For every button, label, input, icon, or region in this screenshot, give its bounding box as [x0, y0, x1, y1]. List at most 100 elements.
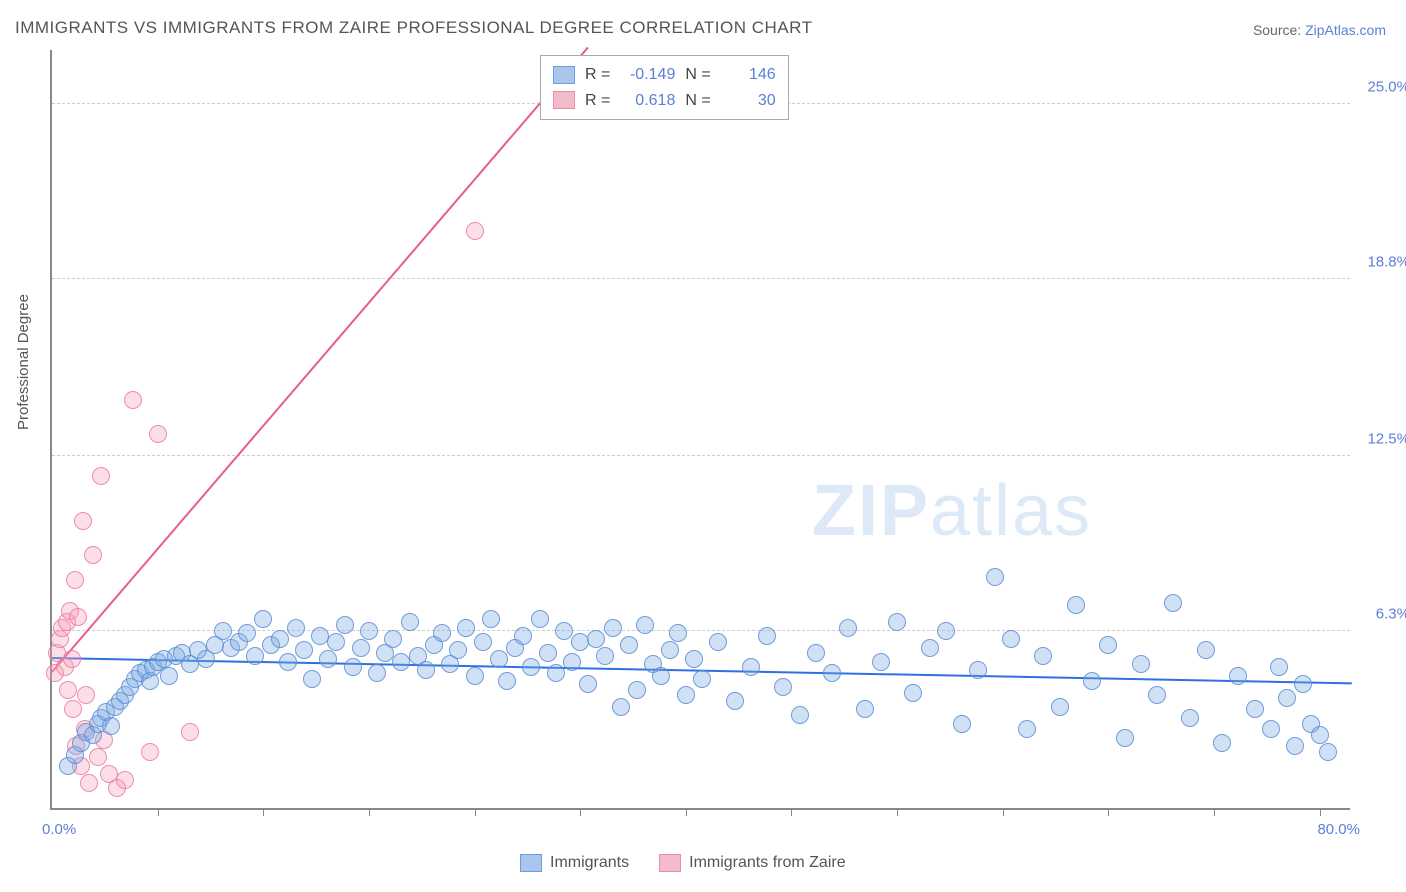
data-point [246, 647, 264, 665]
data-point [1164, 594, 1182, 612]
data-point [953, 715, 971, 733]
data-point [238, 624, 256, 642]
data-point [287, 619, 305, 637]
data-point [59, 681, 77, 699]
gridline [52, 278, 1350, 279]
data-point [539, 644, 557, 662]
data-point [823, 664, 841, 682]
data-point [636, 616, 654, 634]
data-point [620, 636, 638, 654]
trend-line [51, 46, 589, 672]
data-point [181, 723, 199, 741]
data-point [295, 641, 313, 659]
data-point [214, 622, 232, 640]
data-point [141, 743, 159, 761]
legend-label-pink: Immigrants from Zaire [689, 854, 845, 872]
data-point [303, 670, 321, 688]
data-point [116, 771, 134, 789]
data-point [64, 700, 82, 718]
data-point [904, 684, 922, 702]
data-point [571, 633, 589, 651]
data-point [84, 546, 102, 564]
swatch-blue [520, 854, 542, 872]
data-point [149, 425, 167, 443]
data-point [986, 568, 1004, 586]
data-point [1051, 698, 1069, 716]
data-point [80, 774, 98, 792]
y-tick-label: 25.0% [1367, 79, 1406, 96]
data-point [336, 616, 354, 634]
data-point [677, 686, 695, 704]
data-point [401, 613, 419, 631]
data-point [1294, 675, 1312, 693]
x-minor-tick [686, 808, 687, 816]
watermark: ZIPatlas [812, 470, 1092, 552]
data-point [417, 661, 435, 679]
data-point [319, 650, 337, 668]
data-point [92, 467, 110, 485]
data-point [652, 667, 670, 685]
data-point [1286, 737, 1304, 755]
data-point [579, 675, 597, 693]
data-point [368, 664, 386, 682]
x-minor-tick [158, 808, 159, 816]
data-point [352, 639, 370, 657]
data-point [661, 641, 679, 659]
r-value-pink: 0.618 [620, 88, 675, 114]
data-point [969, 661, 987, 679]
legend-item-blue: Immigrants [520, 854, 629, 872]
x-tick-left: 0.0% [42, 821, 76, 838]
gridline [52, 455, 1350, 456]
x-minor-tick [1320, 808, 1321, 816]
x-minor-tick [1108, 808, 1109, 816]
data-point [102, 717, 120, 735]
data-point [482, 610, 500, 628]
data-point [839, 619, 857, 637]
data-point [856, 700, 874, 718]
data-point [514, 627, 532, 645]
data-point [604, 619, 622, 637]
x-minor-tick [369, 808, 370, 816]
data-point [1099, 636, 1117, 654]
data-point [555, 622, 573, 640]
y-tick-label: 12.5% [1367, 431, 1406, 448]
x-minor-tick [791, 808, 792, 816]
data-point [937, 622, 955, 640]
swatch-blue [553, 66, 575, 84]
n-value-pink: 30 [721, 88, 776, 114]
stats-row-pink: R = 0.618 N = 30 [553, 88, 776, 114]
data-point [77, 686, 95, 704]
data-point [254, 610, 272, 628]
r-label: R = [585, 62, 610, 88]
data-point [791, 706, 809, 724]
swatch-pink [553, 91, 575, 109]
data-point [1034, 647, 1052, 665]
data-point [1181, 709, 1199, 727]
chart-title: IMMIGRANTS VS IMMIGRANTS FROM ZAIRE PROF… [15, 18, 812, 38]
data-point [327, 633, 345, 651]
y-axis-label: Professional Degree [15, 294, 32, 430]
data-point [596, 647, 614, 665]
watermark-bold: ZIP [812, 471, 930, 551]
x-minor-tick [263, 808, 264, 816]
n-value-blue: 146 [721, 62, 776, 88]
x-minor-tick [475, 808, 476, 816]
data-point [74, 512, 92, 530]
data-point [1148, 686, 1166, 704]
data-point [807, 644, 825, 662]
data-point [1262, 720, 1280, 738]
data-point [466, 222, 484, 240]
data-point [531, 610, 549, 628]
data-point [449, 641, 467, 659]
chart-plot-area: ZIPatlas 25.0%18.8%12.5%6.3%0.0%80.0% [50, 50, 1350, 810]
swatch-pink [659, 854, 681, 872]
data-point [1229, 667, 1247, 685]
stats-row-blue: R = -0.149 N = 146 [553, 62, 776, 88]
x-minor-tick [580, 808, 581, 816]
data-point [1311, 726, 1329, 744]
source-attribution: Source: ZipAtlas.com [1253, 22, 1386, 38]
source-link[interactable]: ZipAtlas.com [1305, 22, 1386, 38]
legend-item-pink: Immigrants from Zaire [659, 854, 845, 872]
data-point [457, 619, 475, 637]
x-minor-tick [1214, 808, 1215, 816]
